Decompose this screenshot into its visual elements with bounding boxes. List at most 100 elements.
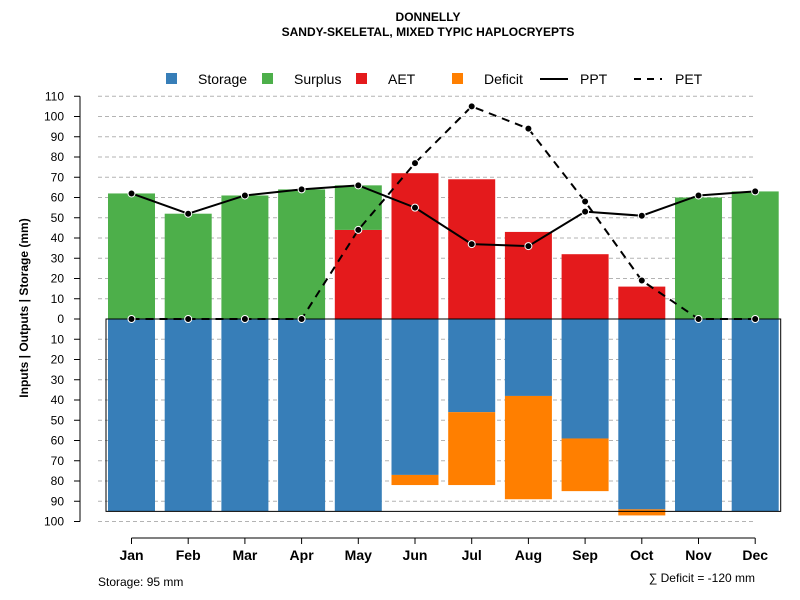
- chart-subtitle: SANDY-SKELETAL, MIXED TYPIC HAPLOCRYEPTS: [282, 25, 575, 39]
- y-axis: 1101009080706050403020100102030405060708…: [44, 89, 81, 529]
- ppt-point: [127, 189, 136, 198]
- y-tick-label: 10: [51, 292, 65, 306]
- y-tick-label: 20: [51, 353, 65, 367]
- deficit-bar: [618, 509, 666, 516]
- y-tick-label: 80: [51, 474, 65, 488]
- surplus-bar: [334, 185, 382, 230]
- surplus-bar: [731, 191, 779, 319]
- x-tick-label: Oct: [630, 547, 654, 563]
- storage-bar: [278, 319, 326, 512]
- legend-label-aet: AET: [388, 71, 416, 87]
- pet-point: [411, 159, 419, 168]
- aet-bar: [334, 229, 382, 319]
- pet-point: [240, 315, 249, 323]
- ppt-point: [581, 207, 590, 216]
- aet-bar: [618, 286, 666, 319]
- lines-layer: [127, 102, 760, 323]
- ppt-line: [131, 184, 756, 248]
- pet-line: [131, 105, 756, 320]
- ppt-point: [637, 211, 646, 220]
- surplus-bar: [278, 189, 326, 319]
- ppt-point: [694, 191, 703, 200]
- y-tick-label: 100: [44, 515, 64, 529]
- legend: Storage Surplus AET Deficit PPT PET: [166, 71, 703, 87]
- pet-point: [751, 315, 760, 323]
- x-tick-label: Apr: [290, 547, 315, 563]
- x-tick-label: May: [345, 547, 372, 563]
- y-tick-label: 70: [51, 454, 65, 468]
- y-tick-label: 0: [57, 312, 64, 326]
- x-tick-label: Sep: [572, 547, 598, 563]
- storage-bar: [108, 319, 155, 512]
- y-tick-label: 50: [51, 211, 65, 225]
- pet-point: [694, 315, 703, 323]
- x-tick-label: Jan: [119, 547, 143, 563]
- chart-title: DONNELLY: [396, 10, 461, 24]
- surplus-bar: [221, 195, 269, 319]
- pet-point: [354, 225, 363, 234]
- ppt-point: [524, 242, 533, 251]
- x-tick-label: Mar: [232, 547, 257, 563]
- deficit-bar: [504, 395, 552, 500]
- y-tick-label: 80: [51, 150, 65, 164]
- x-tick-label: Jul: [462, 547, 482, 563]
- storage-note: Storage: 95 mm: [98, 575, 183, 589]
- y-tick-label: 40: [51, 393, 65, 407]
- ppt-point: [467, 240, 476, 249]
- y-tick-label: 20: [51, 272, 65, 286]
- x-tick-label: Aug: [515, 547, 542, 563]
- aet-bar: [448, 179, 496, 319]
- surplus-bar: [675, 197, 722, 319]
- y-tick-label: 100: [44, 110, 64, 124]
- y-tick-label: 60: [51, 191, 65, 205]
- pet-point: [467, 102, 476, 111]
- storage-bar: [561, 319, 609, 439]
- legend-label-ppt: PPT: [580, 71, 608, 87]
- storage-bar: [504, 319, 552, 396]
- y-tick-label: 50: [51, 413, 65, 427]
- legend-label-deficit: Deficit: [484, 71, 523, 87]
- ppt-point: [297, 185, 306, 194]
- ppt-point: [240, 191, 249, 200]
- x-tick-label: Feb: [176, 547, 201, 563]
- bars-layer: [108, 173, 779, 516]
- legend-label-storage: Storage: [198, 71, 247, 87]
- y-tick-label: 90: [51, 494, 65, 508]
- deficit-bar: [561, 438, 609, 492]
- legend-swatch-aet: [356, 73, 367, 84]
- pet-point: [127, 315, 136, 323]
- surplus-bar: [108, 193, 155, 319]
- y-tick-label: 90: [51, 130, 65, 144]
- x-tick-label: Jun: [403, 547, 428, 563]
- deficit-note: ∑ Deficit = -120 mm: [649, 571, 755, 585]
- y-axis-label: Inputs | Outputs | Storage (mm): [17, 218, 31, 397]
- storage-bar: [731, 319, 779, 512]
- storage-bar: [618, 319, 666, 510]
- storage-bar: [391, 319, 439, 475]
- deficit-bar: [391, 474, 439, 486]
- aet-bar: [561, 254, 609, 319]
- y-tick-label: 110: [45, 89, 64, 103]
- ppt-point: [751, 187, 760, 196]
- pet-point: [581, 197, 590, 206]
- aet-bar: [391, 173, 439, 319]
- legend-label-surplus: Surplus: [294, 71, 341, 87]
- x-tick-label: Dec: [742, 547, 768, 563]
- legend-label-pet: PET: [675, 71, 703, 87]
- legend-swatch-deficit: [452, 73, 463, 84]
- pet-point: [297, 315, 306, 323]
- storage-bar: [334, 319, 382, 512]
- legend-swatch-storage: [166, 73, 177, 84]
- deficit-bar: [448, 412, 496, 486]
- pet-point: [637, 276, 646, 285]
- storage-bar: [448, 319, 496, 413]
- y-tick-label: 70: [51, 170, 65, 184]
- x-axis: Jan Feb Mar Apr May Jun Jul Aug Sep Oct Nov Dec: [119, 537, 768, 563]
- pet-point: [184, 315, 193, 323]
- ppt-point: [184, 209, 193, 218]
- y-tick-label: 40: [51, 231, 65, 245]
- y-tick-label: 30: [51, 251, 65, 265]
- storage-bar: [164, 319, 212, 512]
- y-tick-label: 10: [51, 332, 65, 346]
